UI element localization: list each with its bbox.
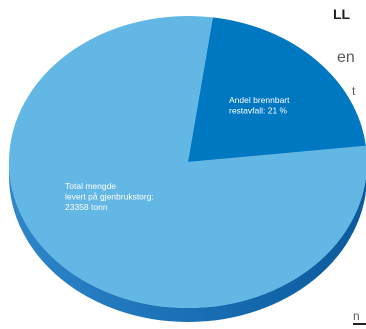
- divider-line: [353, 323, 366, 325]
- slice-label-line: Total mengde: [65, 181, 116, 191]
- cropped-body-text-2: t: [352, 84, 356, 98]
- slice-label-line: 23358 tonn: [65, 202, 108, 212]
- slice-label-line: restavfall: 21 %: [229, 106, 288, 116]
- slice-label-line: levert på gjenbrukstorg:: [65, 192, 154, 202]
- cropped-body-text: en: [337, 49, 355, 66]
- pie-slice-brennbart: [188, 17, 366, 162]
- slice-label-total: Total mengde levert på gjenbrukstorg: 2335…: [65, 181, 154, 212]
- cropped-body-text-3: n: [353, 309, 360, 323]
- cropped-heading-text: LL: [333, 6, 351, 22]
- slice-label-brennbart: Andel brennbart restavfall: 21 %: [229, 95, 290, 116]
- slice-label-line: Andel brennbart: [229, 95, 290, 105]
- pie-slice-total: [9, 16, 366, 308]
